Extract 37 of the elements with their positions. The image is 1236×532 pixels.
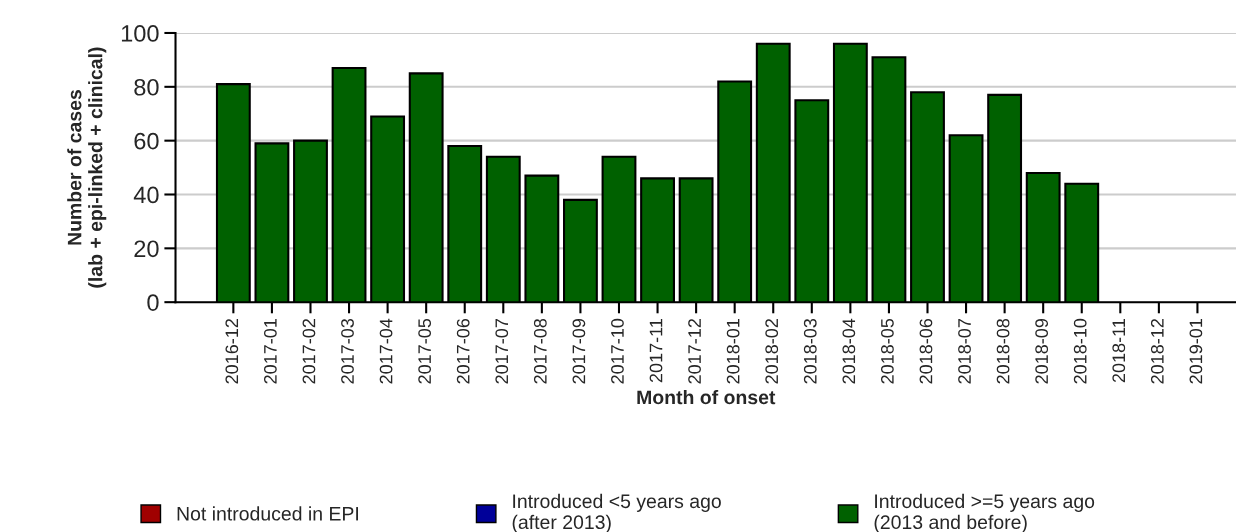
y-tick-label: 60 xyxy=(134,132,159,150)
y-tick-label: 100 xyxy=(121,25,159,42)
x-tick-label: 2018-08 xyxy=(996,318,1010,384)
x-tick-label: 2017-07 xyxy=(495,319,509,384)
y-tick-label: 40 xyxy=(133,186,159,204)
x-axis-title: Month of onset xyxy=(637,389,776,405)
x-tick-label: 2017-05 xyxy=(418,318,432,384)
x-tick-label: 2017-10 xyxy=(611,318,624,384)
y-tick-label: 80 xyxy=(134,78,159,96)
x-tick-label: 2018-01 xyxy=(726,319,740,384)
x-tick-label: 2016-12 xyxy=(225,319,239,384)
x-tick-label: 2017-06 xyxy=(456,318,470,384)
x-tick-label: 2017-12 xyxy=(688,319,701,384)
x-tick-label: 2017-09 xyxy=(572,319,586,384)
x-tick-label: 2017-02 xyxy=(302,319,316,384)
legend-label: Introduced >=5 years ago (2013 and before) xyxy=(874,493,1095,532)
x-tick-label: 2018-04 xyxy=(842,318,856,384)
x-tick-label: 2017-03 xyxy=(341,318,354,384)
x-tick-label: 2018-11 xyxy=(1112,319,1126,383)
x-tick-label: 2018-10 xyxy=(1073,318,1087,384)
x-tick-label: 2018-02 xyxy=(765,319,779,384)
x-tick-label: 2018-05 xyxy=(880,318,894,384)
x-tick-label: 2018-09 xyxy=(1035,319,1049,384)
x-tick-label: 2017-11 xyxy=(649,319,663,383)
x-tick-label: 2018-12 xyxy=(1150,319,1164,384)
y-tick-label: 20 xyxy=(134,240,159,258)
x-tick-label: 2019-01 xyxy=(1189,319,1203,384)
y-axis-title: Number of cases (lab + epi-linked + clinical) xyxy=(67,47,107,288)
legend-label: Not introduced in EPI xyxy=(177,506,358,521)
x-tick-label: 2017-04 xyxy=(379,318,393,384)
y-tick-label: 0 xyxy=(147,294,159,311)
x-tick-label: 2017-08 xyxy=(533,318,547,384)
x-tick-label: 2017-01 xyxy=(263,319,277,384)
x-tick-label: 2018-06 xyxy=(919,318,933,384)
x-tick-label: 2018-03 xyxy=(803,318,817,384)
x-tick-label: 2018-07 xyxy=(958,319,971,384)
legend-label: Introduced <5 years ago (after 2013) xyxy=(512,493,721,532)
